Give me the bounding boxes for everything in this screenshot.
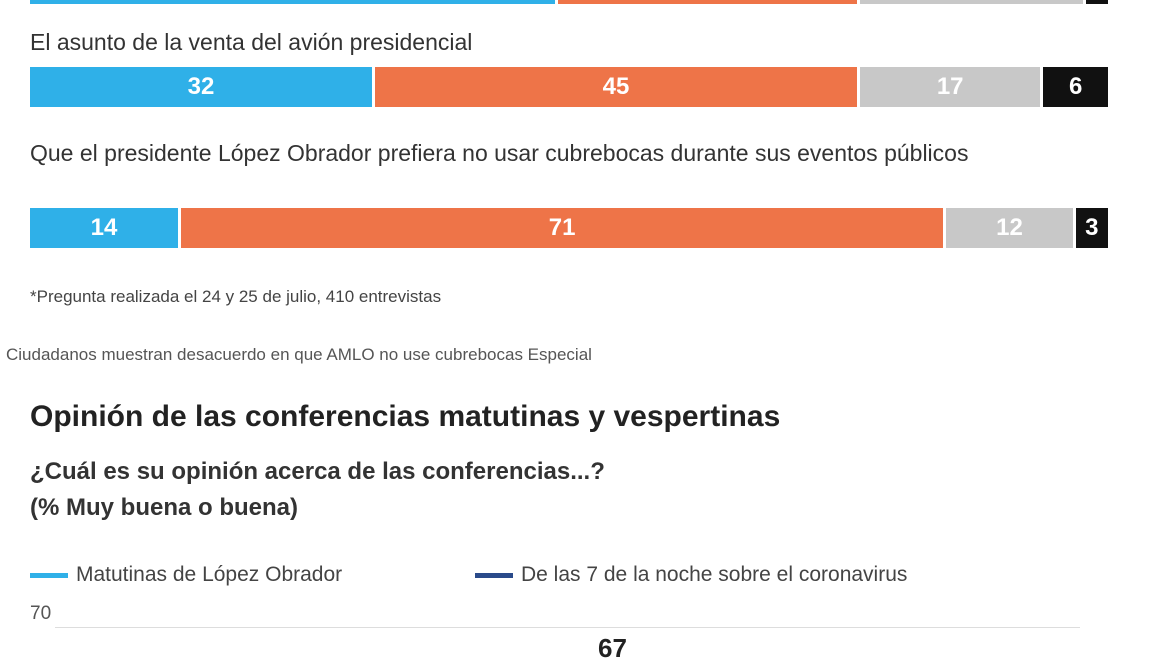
bar-segment: 32 — [30, 67, 375, 107]
bar-segment: 12 — [946, 208, 1076, 248]
bar-segment — [860, 0, 1087, 4]
question-label: Que el presidente López Obrador prefiera… — [30, 140, 969, 166]
bar-segment: 17 — [860, 67, 1044, 107]
chart-subtitle-unit: (% Muy buena o buena) — [30, 494, 299, 521]
legend-item: Matutinas de López Obrador — [30, 563, 342, 587]
question-label: El asunto de la venta del avión presiden… — [30, 29, 473, 55]
bar-segment: 14 — [30, 208, 181, 248]
bar-row-0 — [30, 0, 1108, 4]
bar-segment: 3 — [1075, 208, 1108, 248]
bar-row-1: 32 45 17 6 — [30, 67, 1108, 107]
legend-label: De las 7 de la noche sobre el coronaviru… — [521, 563, 908, 586]
survey-note: *Pregunta realizada el 24 y 25 de julio,… — [30, 287, 442, 306]
bar-row-2: 14 71 12 3 — [30, 208, 1108, 248]
bar-segment — [1086, 0, 1108, 4]
image-caption: Ciudadanos muestran desacuerdo en que AM… — [6, 345, 592, 364]
legend-item: De las 7 de la noche sobre el coronaviru… — [475, 563, 907, 587]
bar-segment — [30, 0, 559, 4]
legend-swatch-icon — [30, 572, 68, 578]
gridline — [55, 627, 1080, 628]
bar-segment: 71 — [180, 208, 947, 248]
y-tick-label: 70 — [30, 603, 52, 624]
legend-label: Matutinas de López Obrador — [76, 563, 343, 586]
bar-segment: 6 — [1043, 67, 1108, 107]
bar-segment — [558, 0, 861, 4]
legend-swatch-icon — [475, 572, 513, 578]
bar-segment: 45 — [374, 67, 861, 107]
chart-title: Opinión de las conferencias matutinas y … — [30, 400, 781, 433]
chart-subtitle: ¿Cuál es su opinión acerca de las confer… — [30, 458, 605, 485]
data-label: 67 — [598, 633, 627, 663]
